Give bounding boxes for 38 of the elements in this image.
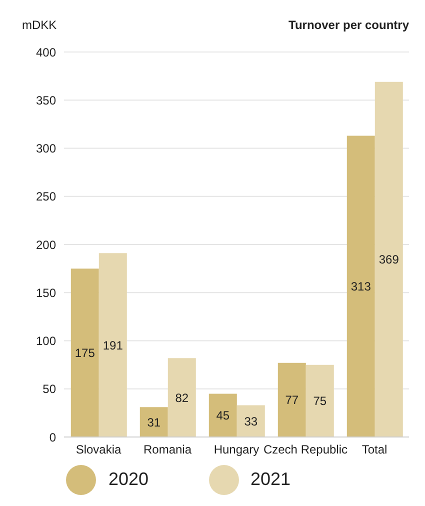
y-tick-label: 100	[36, 334, 56, 348]
data-label: 82	[175, 390, 189, 405]
x-tick-label: Czech Republic	[263, 442, 348, 457]
legend-label: 2021	[250, 468, 291, 489]
bar	[306, 364, 334, 437]
y-tick-label: 200	[36, 238, 56, 252]
chart-title: Turnover per country	[288, 18, 409, 32]
bar	[278, 362, 306, 437]
x-tick-label: Hungary	[214, 442, 260, 457]
y-tick-label: 400	[36, 45, 56, 60]
data-label: 75	[313, 394, 327, 408]
data-label: 33	[244, 414, 258, 428]
data-label: 77	[285, 393, 299, 408]
x-tick-label: Romania	[143, 442, 192, 457]
y-tick-label: 300	[36, 142, 56, 156]
bar	[236, 405, 265, 437]
y-tick-label: 50	[42, 382, 56, 396]
data-label: 313	[350, 280, 372, 294]
y-tick-label: 250	[36, 190, 56, 204]
data-label: 31	[147, 415, 161, 430]
bar	[346, 136, 375, 437]
legend-label: 2020	[108, 468, 148, 489]
data-label: 191	[102, 338, 124, 352]
y-tick-label: 350	[36, 93, 56, 108]
data-label: 45	[216, 408, 230, 423]
bar	[168, 358, 196, 437]
data-label: 175	[74, 346, 96, 360]
bar	[70, 268, 99, 437]
y-tick-label: 0	[49, 430, 56, 444]
y-tick-label: 150	[36, 286, 56, 300]
bar	[98, 253, 127, 437]
bar	[374, 82, 403, 437]
data-label: 369	[378, 252, 400, 267]
x-tick-label: Slovakia	[76, 442, 122, 457]
bar	[140, 407, 168, 437]
x-tick-label: Total	[362, 442, 388, 457]
bar	[208, 394, 237, 437]
y-axis-title: mDKK	[22, 18, 57, 32]
